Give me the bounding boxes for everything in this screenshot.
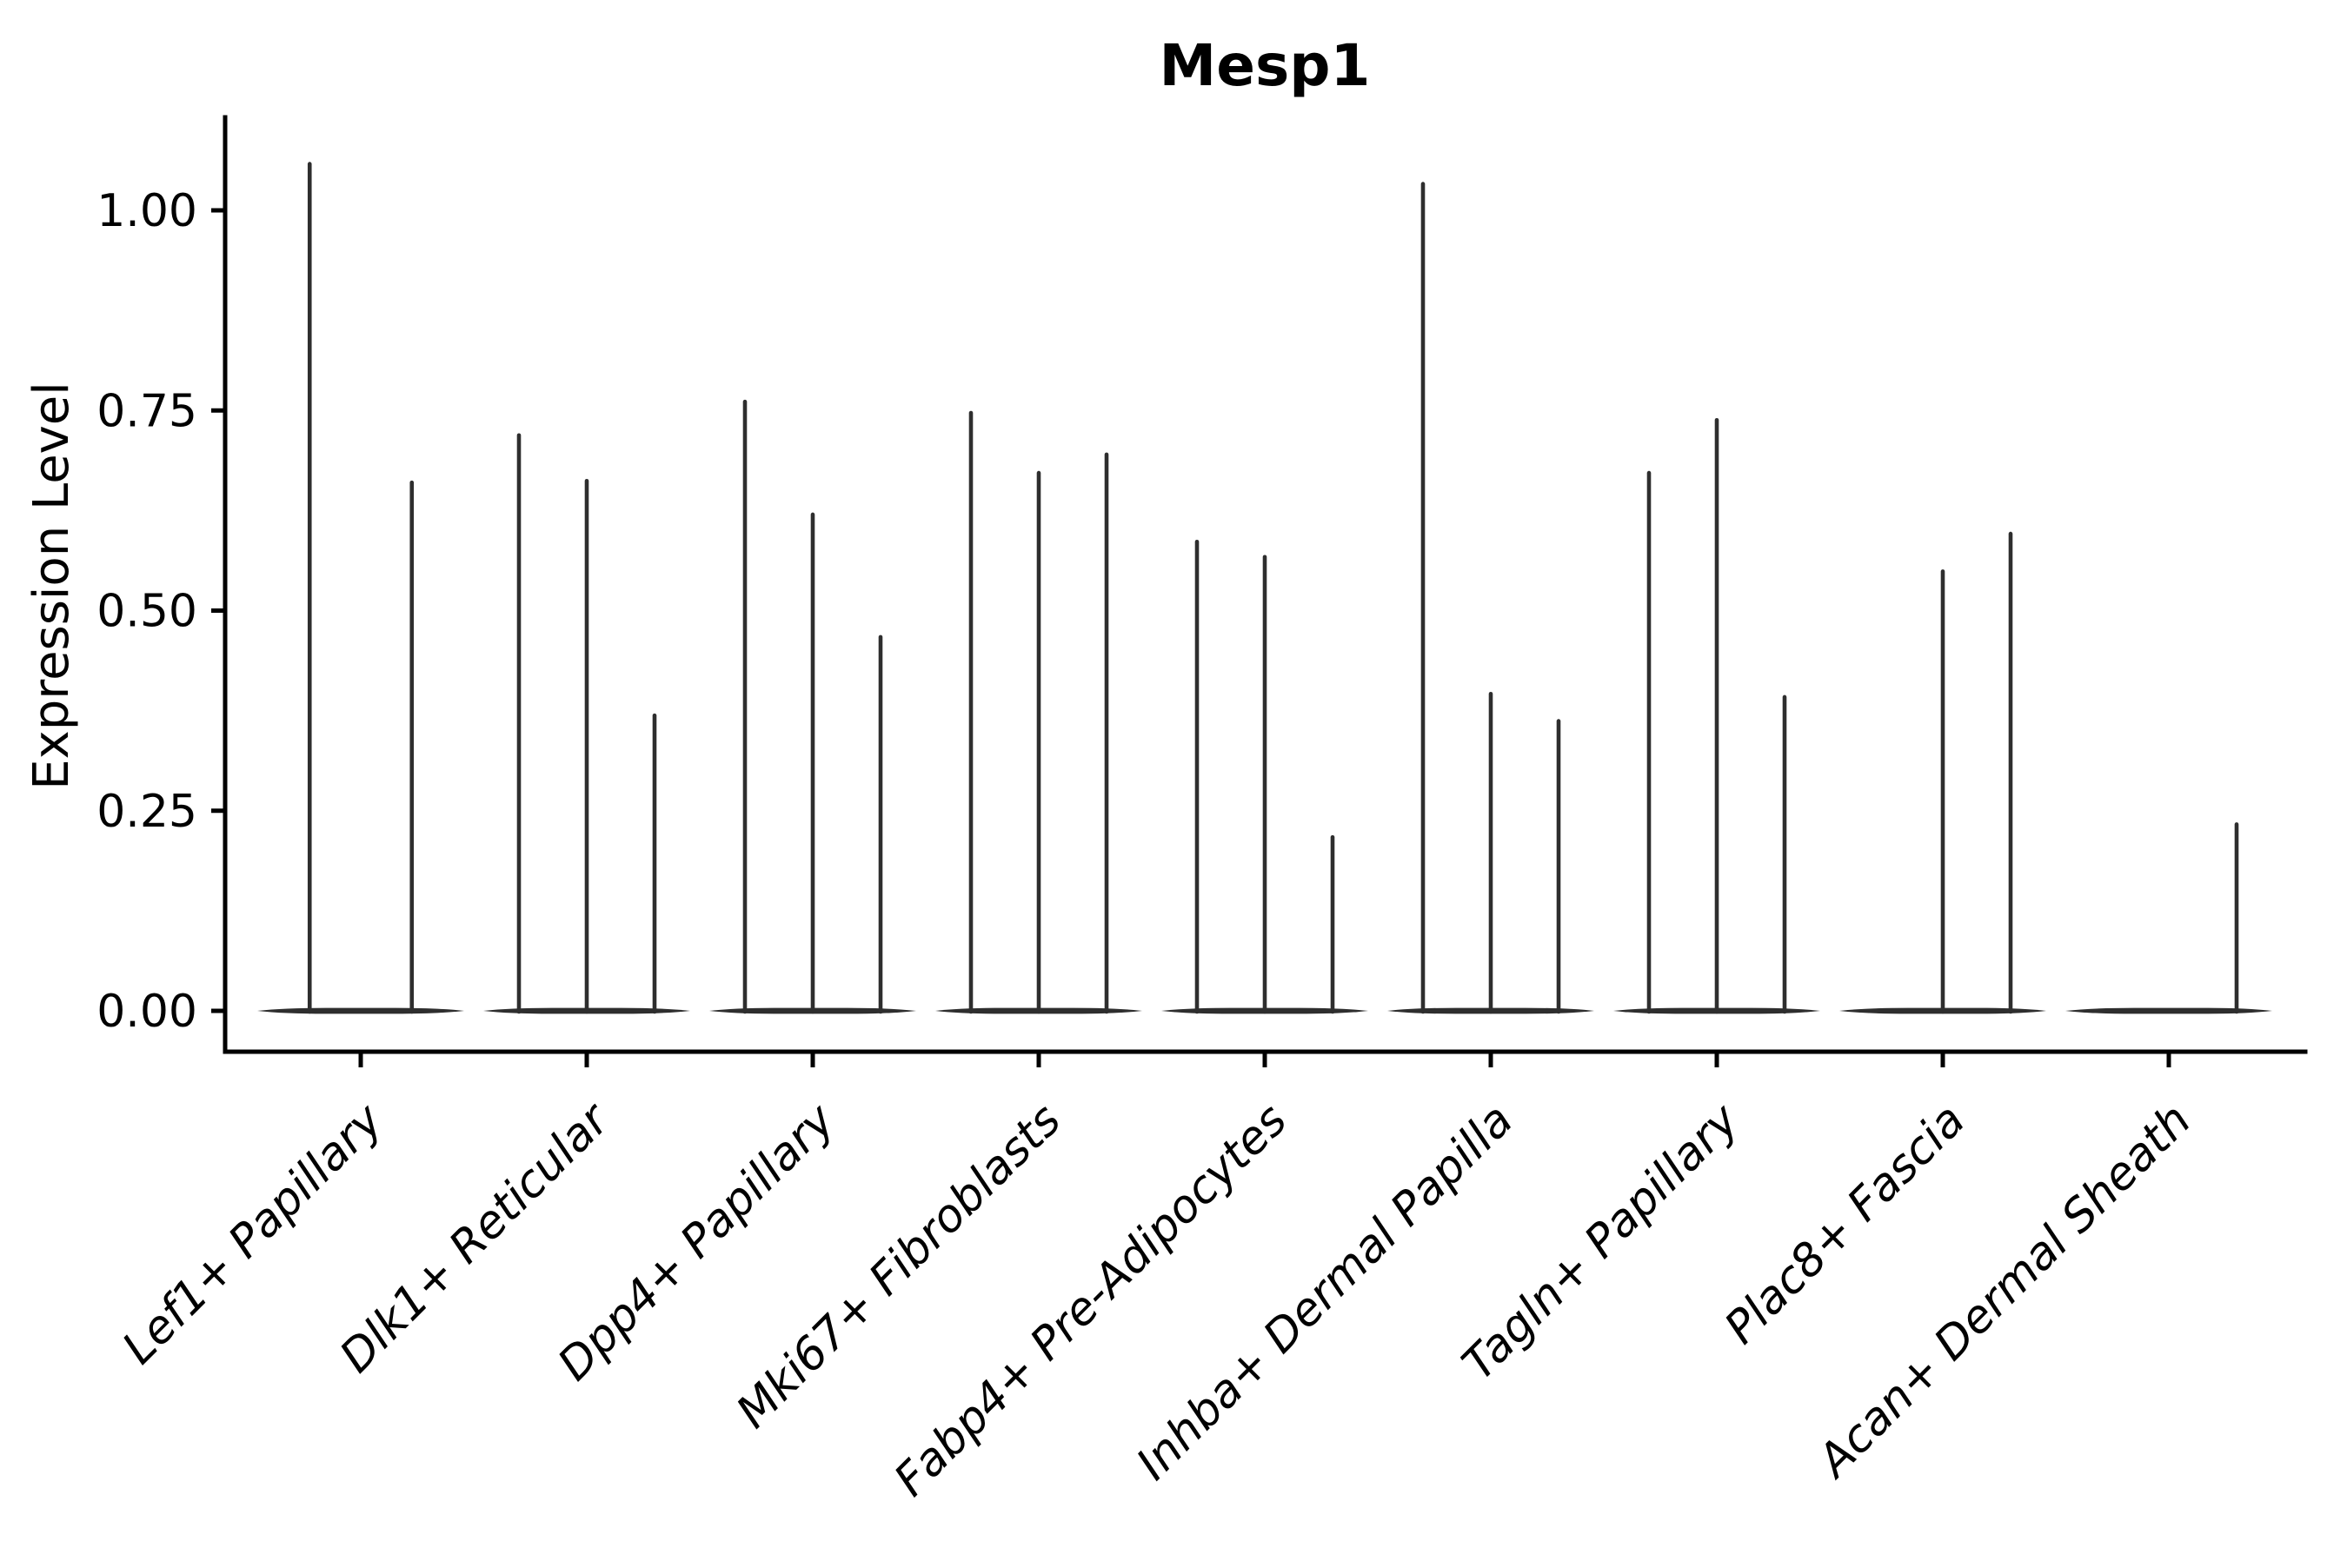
violin-baseline xyxy=(2065,1007,2272,1014)
violin-baseline xyxy=(257,1007,464,1014)
x-tick-label: Inhba+ Dermal Papilla xyxy=(1127,1094,1523,1491)
axis-spines xyxy=(223,115,2308,1054)
chart-title: Mesp1 xyxy=(1160,32,1371,99)
y-axis-title: Expression Level xyxy=(23,382,80,790)
y-tick-label: 0.50 xyxy=(96,586,197,638)
y-tick-label: 0.75 xyxy=(96,385,197,437)
y-tick-label: 0.00 xyxy=(96,986,197,1038)
x-tick-label: Fabp4+ Pre-Adipocytes xyxy=(885,1094,1298,1507)
y-tick-label: 1.00 xyxy=(96,185,197,237)
x-tick-label: Plac8+ Fascia xyxy=(1715,1094,1975,1354)
x-tick-label: Acan+ Dermal Sheath xyxy=(1806,1094,2201,1489)
y-tick-label: 0.25 xyxy=(96,786,197,838)
